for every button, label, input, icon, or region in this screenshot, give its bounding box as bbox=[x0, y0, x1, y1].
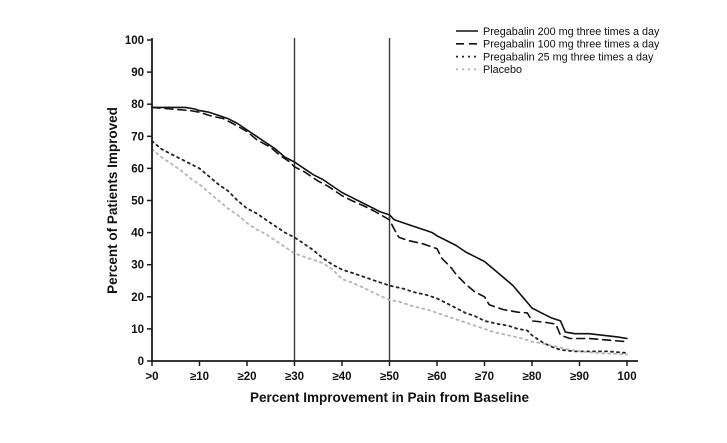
y-tick-label: 60 bbox=[131, 163, 144, 175]
x-tick-label: ≥50 bbox=[380, 371, 399, 383]
x-tick-label: ≥90 bbox=[570, 371, 589, 383]
y-tick-label: 100 bbox=[125, 35, 144, 47]
legend-label-2: Pregabalin 100 mg three times a day bbox=[483, 39, 660, 51]
y-axis-title: Percent of Patients Improved bbox=[105, 107, 120, 294]
legend-label-1: Pregabalin 200 mg three times a day bbox=[483, 26, 660, 38]
y-tick-label: 40 bbox=[131, 228, 144, 240]
legend-label-4: Placebo bbox=[483, 64, 522, 76]
x-tick-label: ≥70 bbox=[475, 371, 494, 383]
y-tick-label: 20 bbox=[131, 292, 144, 304]
x-tick-label: ≥10 bbox=[190, 371, 209, 383]
x-tick-label: >0 bbox=[145, 371, 158, 383]
series-line-4 bbox=[151, 148, 628, 356]
series-line-3 bbox=[151, 140, 628, 354]
x-tick-label: 100 bbox=[617, 371, 636, 383]
x-tick-label: ≥60 bbox=[427, 371, 446, 383]
y-tick-label: 80 bbox=[131, 99, 144, 111]
legend-label-3: Pregabalin 25 mg three times a day bbox=[483, 51, 654, 63]
y-tick-label: 0 bbox=[138, 356, 144, 368]
y-tick-label: 90 bbox=[131, 67, 144, 79]
y-tick-label: 30 bbox=[131, 260, 144, 272]
x-axis-title: Percent Improvement in Pain from Baselin… bbox=[250, 390, 530, 405]
x-tick-label: ≥40 bbox=[332, 371, 351, 383]
y-tick-label: 10 bbox=[131, 324, 144, 336]
y-tick-label: 70 bbox=[131, 131, 144, 143]
x-tick-label: ≥80 bbox=[522, 371, 541, 383]
series-line-1 bbox=[151, 106, 628, 340]
x-tick-label: ≥20 bbox=[237, 371, 256, 383]
x-tick-label: ≥30 bbox=[285, 371, 304, 383]
y-tick-label: 50 bbox=[131, 196, 144, 208]
